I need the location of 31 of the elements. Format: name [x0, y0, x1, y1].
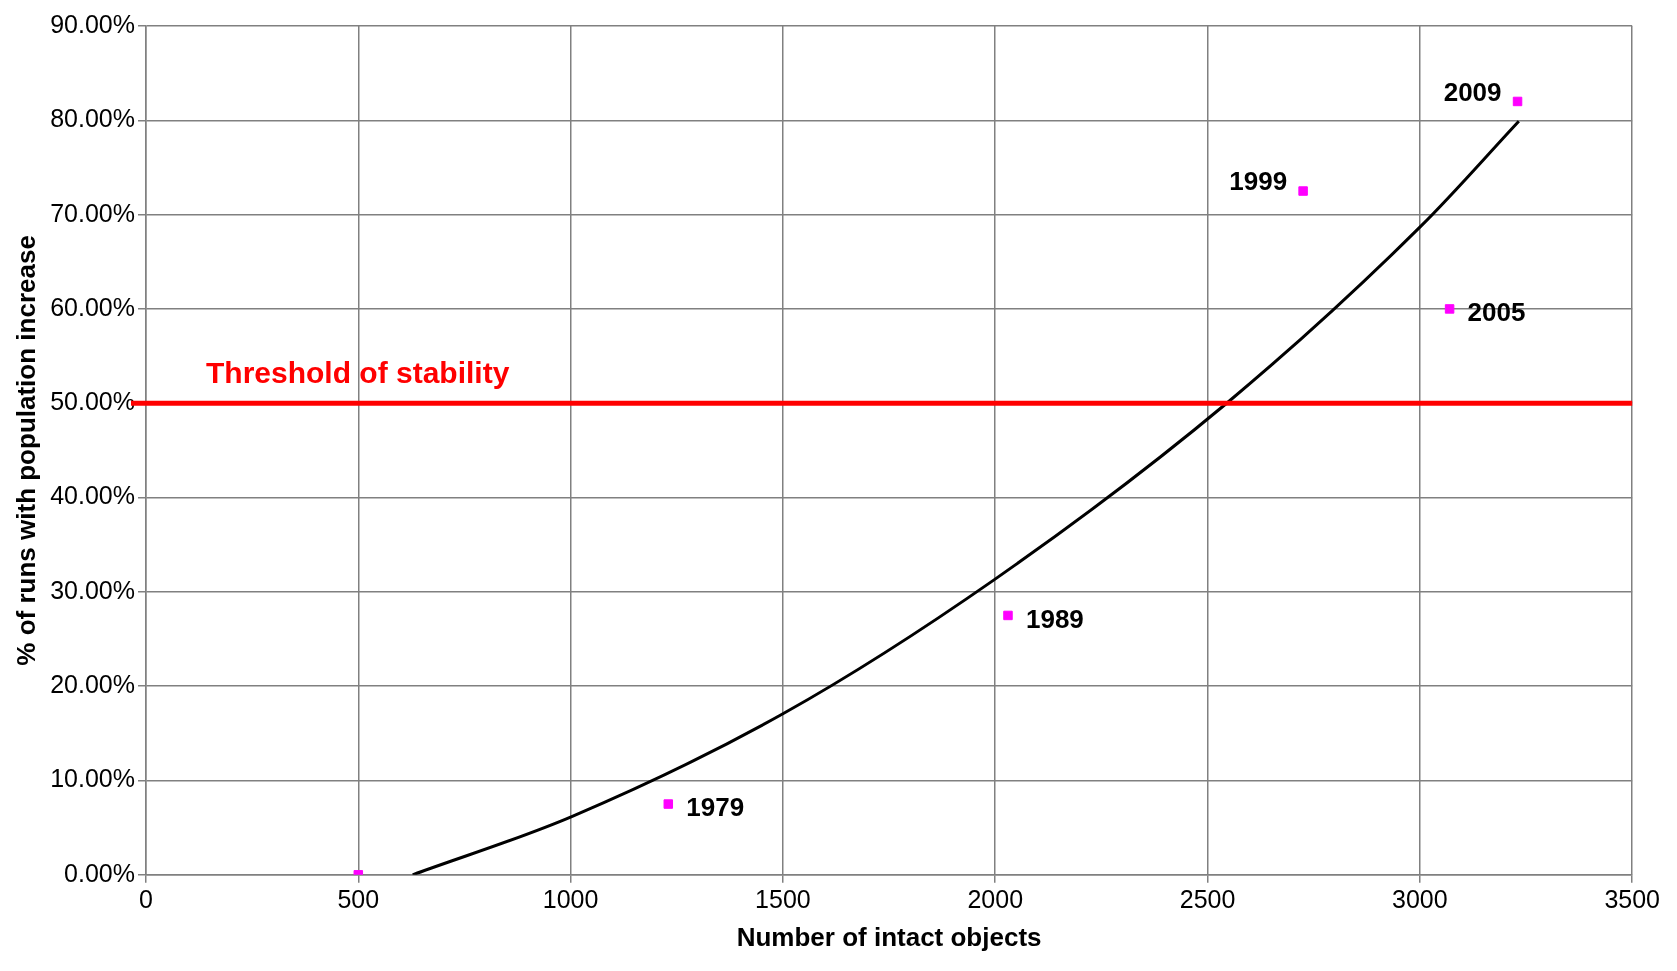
x-tick-label: 2500 [1179, 884, 1236, 913]
point [1298, 186, 1308, 196]
y-tick-label: 40.00% [50, 481, 135, 510]
x-tick-label: 3000 [1392, 884, 1448, 913]
annotation: 2005 [1467, 297, 1526, 328]
x-tick-label: 3500 [1604, 884, 1660, 913]
x-tick-label: 500 [337, 884, 380, 913]
x-tick-label: 2000 [967, 884, 1024, 913]
y-tick-label: 10.00% [50, 764, 135, 793]
annotation: 2009 [1443, 76, 1502, 107]
ref-line-label: Threshold of stability [205, 355, 510, 389]
y-tick-label: 60.00% [50, 292, 135, 321]
point [1444, 304, 1455, 314]
y-axis-title: % of runs with population increase [10, 235, 41, 666]
point [663, 799, 674, 809]
y-tick-label: 90.00% [50, 9, 135, 38]
point [1512, 96, 1523, 107]
annotation: 1979 [686, 792, 745, 823]
x-axis-title: Number of intact objects [736, 921, 1042, 952]
y-tick-label: 20.00% [50, 670, 135, 699]
point [1003, 610, 1013, 621]
x-tick-label: 1000 [542, 884, 599, 913]
y-tick-label: 0.00% [64, 858, 135, 887]
x-tick-label: 1500 [755, 884, 811, 913]
annotation: 1999 [1229, 166, 1288, 197]
y-tick-label: 50.00% [50, 387, 135, 416]
y-tick-label: 70.00% [50, 198, 135, 227]
y-tick-label: 30.00% [50, 575, 135, 604]
y-tick-label: 80.00% [50, 104, 135, 133]
annotation: 1989 [1025, 603, 1084, 634]
x-tick-label: 0 [139, 884, 153, 913]
